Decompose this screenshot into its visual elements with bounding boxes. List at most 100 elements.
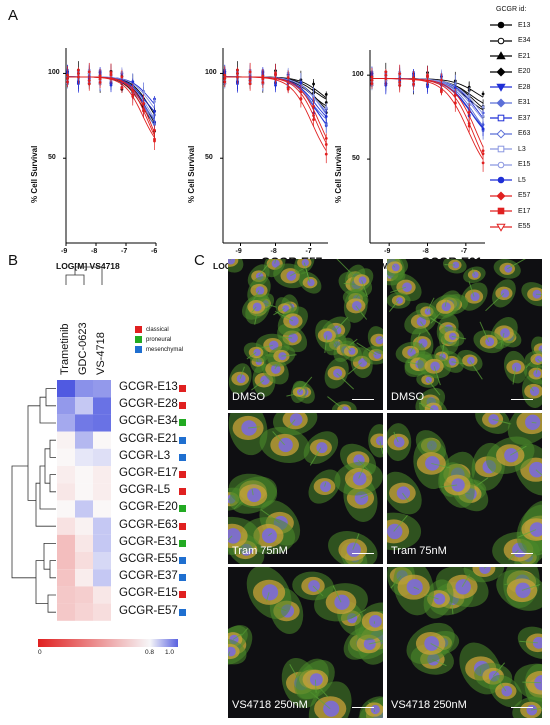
color-scale-bar — [38, 639, 178, 647]
heatmap-cell — [57, 397, 75, 415]
x-tick-label: -7 — [460, 248, 468, 255]
heatmap-cell — [75, 431, 93, 449]
x-tick-label: -8 — [422, 248, 429, 255]
heatmap-row-label: GCGR-E17 — [119, 467, 178, 479]
legend-label: E17 — [518, 207, 531, 215]
heatmap-cell — [75, 517, 93, 535]
x-tick-label: -9 — [61, 248, 68, 255]
data-point — [398, 84, 402, 87]
subtype-legend-label: proneural — [146, 336, 172, 343]
y-axis-label: % Cell Survival — [30, 145, 39, 203]
subtype-legend-label: mesenchymal — [146, 346, 184, 353]
subtype-legend-item: mesenchymal — [135, 346, 183, 353]
heatmap-cell — [75, 534, 93, 552]
legend-item-e63: E63 — [490, 128, 530, 140]
condition-label: Tram 75nM — [232, 545, 288, 557]
heatmap — [11, 266, 178, 647]
condition-label: DMSO — [232, 391, 265, 403]
panel-label-a: A — [8, 7, 19, 24]
data-point — [131, 95, 135, 98]
heatmap-row-label: GCGR-E37 — [119, 570, 178, 583]
data-point — [312, 82, 315, 86]
legend-marker-icon — [490, 97, 512, 108]
legend-marker-icon — [490, 207, 512, 215]
heatmap-cell — [57, 380, 75, 398]
cells-image — [228, 259, 383, 410]
y-tick-label: 100 — [352, 71, 364, 79]
dose-response-plot-3 — [367, 45, 485, 255]
x-tick-label: -7 — [121, 248, 128, 255]
heatmap-cell — [93, 517, 111, 535]
subtype-marker — [179, 471, 186, 478]
data-point — [324, 152, 328, 156]
row-dendrogram — [11, 388, 56, 613]
condition-label: VS4718 250nM — [391, 699, 467, 711]
data-point — [299, 81, 303, 85]
legend-marker-icon — [490, 51, 512, 60]
heatmap-row-label: GCGR-L5 — [119, 484, 171, 497]
data-point — [312, 104, 315, 108]
y-tick-label: 100 — [205, 69, 217, 77]
legend-title: GCGR id: — [496, 6, 527, 13]
data-point — [236, 75, 239, 79]
scale-tick-label: 0 — [38, 649, 42, 656]
heatmap-row-label: GCGR-E34 — [119, 415, 178, 428]
heatmap-cell — [93, 483, 111, 501]
legend-marker-icon — [490, 21, 512, 29]
y-tick-label: 50 — [48, 154, 56, 162]
data-point — [109, 77, 113, 80]
data-point — [453, 86, 457, 90]
y-tick-label: 50 — [205, 154, 213, 162]
legend-item-e37: E37 — [490, 112, 530, 124]
heatmap-cell — [57, 483, 75, 501]
heatmap-cell — [93, 448, 111, 466]
data-point — [324, 115, 328, 118]
micrograph-3-2: VS4718 250nM — [387, 567, 542, 718]
x-tick-label: -8 — [270, 248, 277, 255]
heatmap-column-label: Trametinib — [59, 323, 71, 375]
legend-label: E63 — [518, 130, 531, 137]
subtype-marker — [179, 453, 186, 461]
data-point — [426, 79, 429, 83]
subtype-legend-label: classical — [146, 326, 169, 333]
legend-label: E57 — [518, 192, 531, 199]
heatmap-row-label: GCGR-E28 — [119, 398, 178, 411]
data-point — [481, 127, 485, 131]
scale-bar — [352, 552, 374, 554]
micrograph-2-1: Tram 75nM — [228, 413, 383, 564]
subtype-legend-item: classical — [135, 326, 169, 333]
heatmap-cell — [93, 431, 111, 449]
subtype-marker — [179, 488, 186, 496]
data-point — [370, 75, 374, 79]
heatmap-cell — [75, 586, 93, 604]
data-point — [274, 77, 277, 81]
scale-bar — [511, 552, 533, 554]
heatmap-cell — [93, 569, 111, 587]
heatmap-cell — [93, 397, 111, 415]
subtype-marker — [179, 385, 186, 392]
heatmap-cell — [57, 500, 75, 518]
data-point — [467, 110, 471, 114]
heatmap-column-label: VS-4718 — [95, 332, 107, 375]
heatmap-row-label: GCGR-E57 — [119, 604, 178, 617]
data-point — [412, 79, 416, 83]
legend-item-e20: E20 — [490, 66, 530, 78]
heatmap-cell — [75, 380, 93, 398]
legend-item-e55: E55 — [490, 221, 530, 233]
legend-label: E20 — [518, 68, 531, 75]
data-point — [481, 161, 485, 165]
data-point — [384, 77, 388, 80]
subtype-marker — [179, 574, 186, 582]
data-point — [261, 77, 265, 81]
x-tick-label: -6 — [151, 248, 158, 255]
legend-item-l5: L5 — [490, 174, 526, 186]
heatmap-cell — [75, 483, 93, 501]
heatmap-cell — [75, 569, 93, 587]
data-point — [223, 73, 227, 77]
heatmap-cell — [57, 586, 75, 604]
panel-label-b: B — [8, 252, 19, 269]
legend-label: E15 — [518, 161, 531, 168]
heatmap-cell — [75, 552, 93, 570]
heatmap-row-label: GCGR-E13 — [119, 381, 178, 393]
legend-marker-icon — [490, 83, 512, 92]
